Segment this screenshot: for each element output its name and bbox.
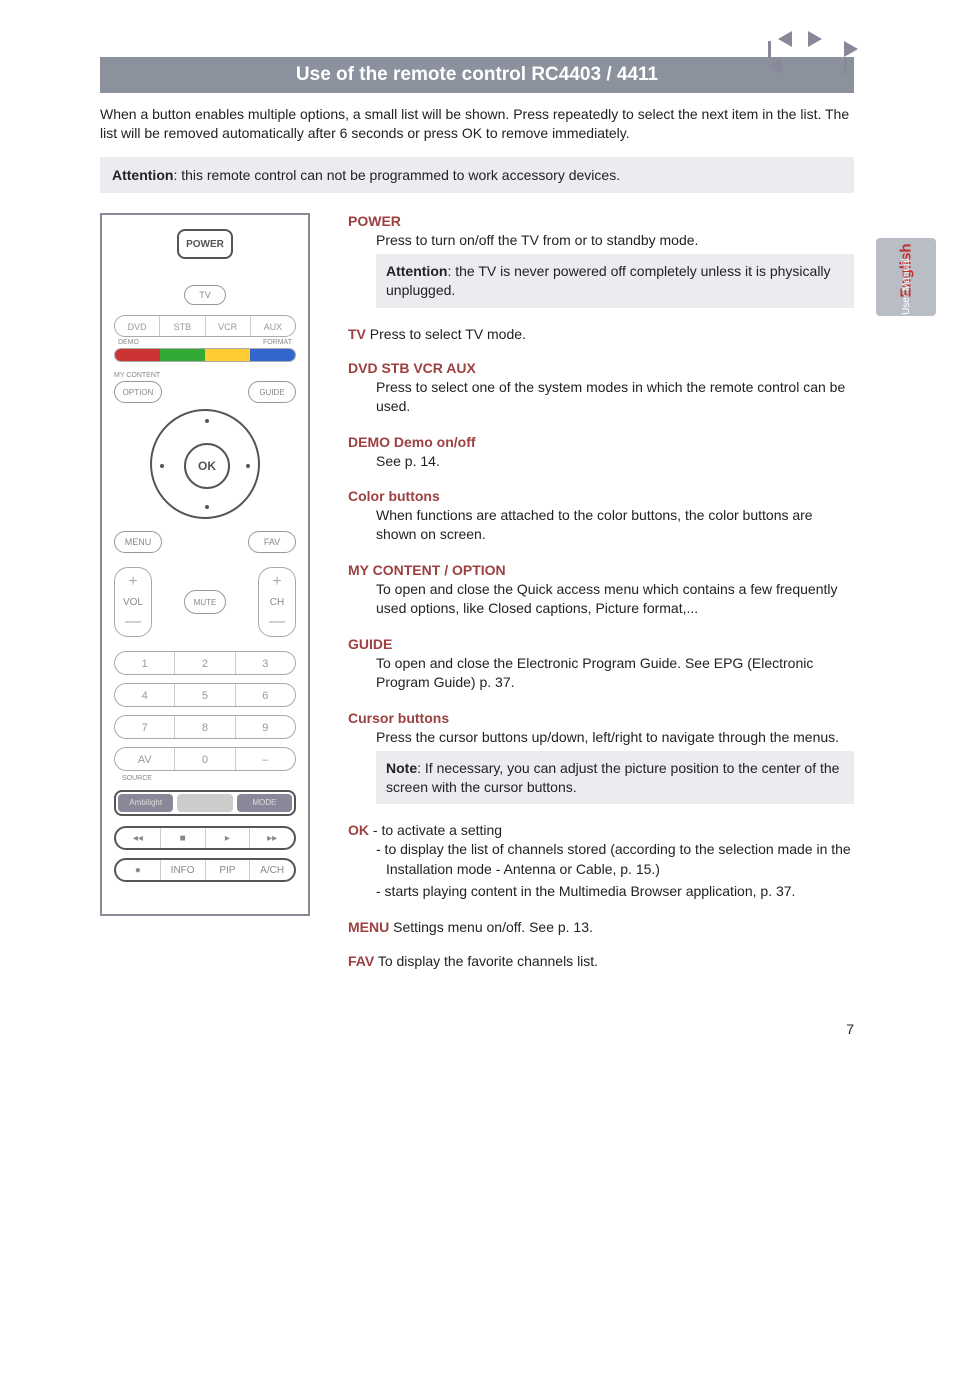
remote-fav-button: FAV	[248, 531, 296, 553]
section-menu: MENU Settings menu on/off. See p. 13.	[348, 919, 854, 935]
attention-top-box: Attention: this remote control can not b…	[100, 157, 854, 193]
section-cursor: Cursor buttons Press the cursor buttons …	[348, 710, 854, 805]
remote-bottom-row: ●INFOPIPA/CH	[114, 858, 296, 882]
page-number: 7	[100, 1021, 854, 1037]
language-side-tab: English User Manual	[876, 238, 936, 316]
section-mycontent: MY CONTENT / OPTION To open and close th…	[348, 562, 854, 618]
page-title-bar: Use of the remote control RC4403 / 4411	[100, 57, 854, 93]
remote-vol-rocker: +VOL—	[114, 567, 152, 637]
remote-dpad: OK	[150, 409, 260, 519]
remote-ok-button: OK	[184, 443, 230, 489]
page-nav-icons	[0, 0, 954, 57]
section-fav: FAV To display the favorite channels lis…	[348, 953, 854, 969]
remote-ch-rocker: +CH—	[258, 567, 296, 637]
remote-menu-button: MENU	[114, 531, 162, 553]
remote-guide-button: GUIDE	[248, 381, 296, 403]
section-demo: DEMO Demo on/off See p. 14.	[348, 434, 854, 471]
remote-mode-row: DVDSTBVCRAUX	[114, 315, 296, 337]
section-power: POWER Press to turn on/off the TV from o…	[348, 213, 854, 308]
remote-illustration: POWER TV DVDSTBVCRAUX DEMOFORMAT MY CONT…	[100, 213, 310, 916]
remote-tv-button: TV	[184, 285, 226, 305]
remote-power-button: POWER	[177, 229, 233, 259]
remote-color-buttons	[114, 348, 296, 362]
section-modes: DVD STB VCR AUX Press to select one of t…	[348, 360, 854, 416]
intro-text: When a button enables multiple options, …	[100, 105, 854, 143]
section-color-buttons: Color buttons When functions are attache…	[348, 488, 854, 544]
remote-option-button: OPTION	[114, 381, 162, 403]
next-icon[interactable]	[808, 31, 822, 47]
remote-ambilight-row: AmbilightMODE	[114, 790, 296, 816]
remote-transport-row: ◂◂■▸▸▸	[114, 826, 296, 850]
section-guide: GUIDE To open and close the Electronic P…	[348, 636, 854, 692]
remote-mute-button: MUTE	[184, 590, 226, 614]
section-tv: TV Press to select TV mode.	[348, 326, 854, 342]
section-ok: OK - to activate a setting - to display …	[348, 822, 854, 901]
prev-icon[interactable]	[778, 31, 792, 47]
